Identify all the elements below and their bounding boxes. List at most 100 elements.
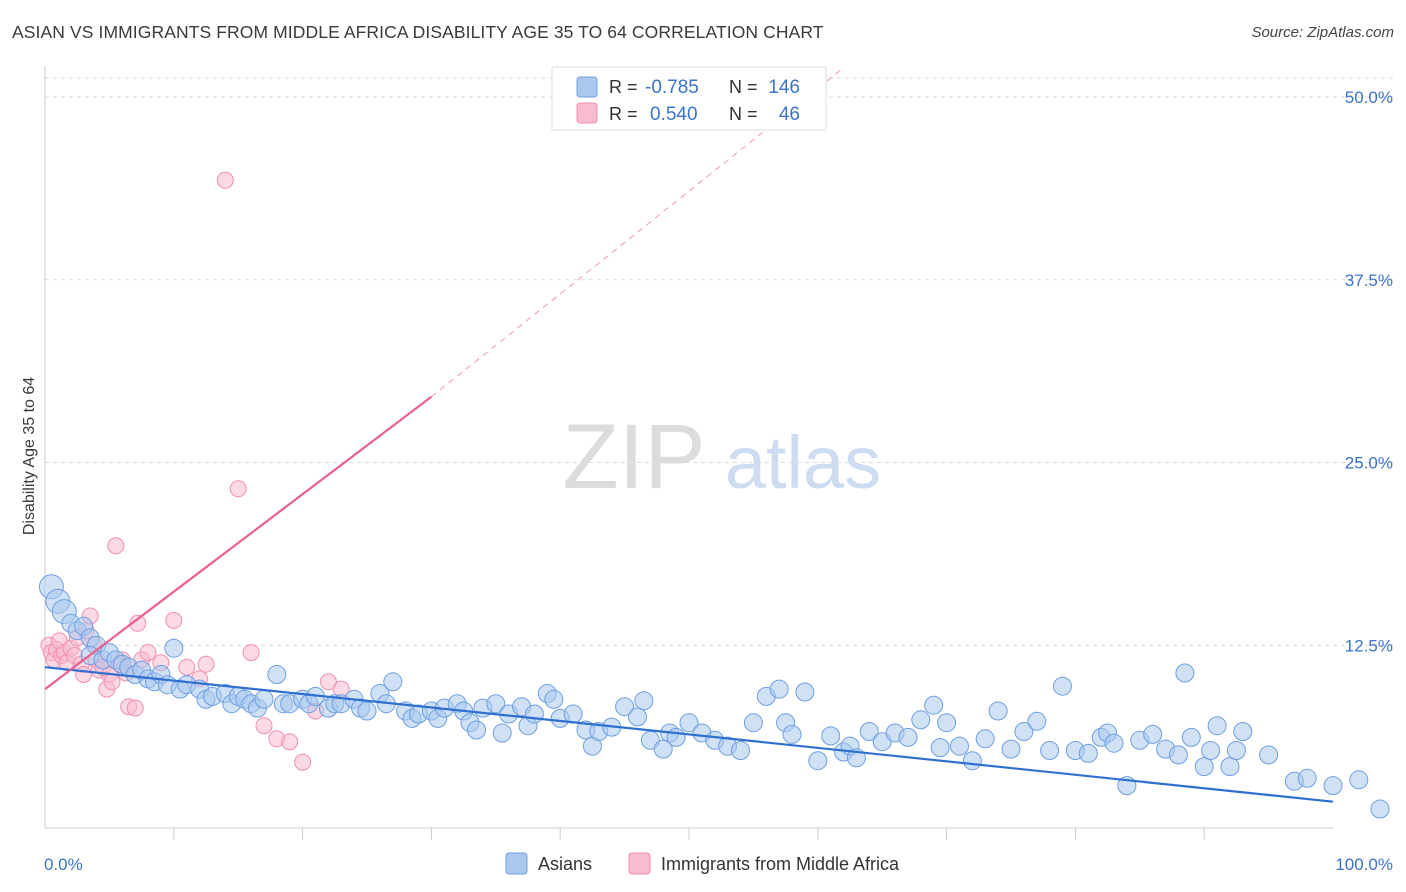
- stats-n-label-asians: N =: [729, 77, 758, 97]
- stats-r-label-asians: R =: [609, 77, 638, 97]
- legend-swatch-immigrants: [628, 852, 651, 875]
- asian-point: [1027, 711, 1047, 731]
- stats-swatch-asians: [576, 76, 598, 98]
- asian-point: [930, 738, 950, 758]
- immigrant-point: [178, 658, 196, 676]
- immigrant-point: [281, 733, 299, 751]
- asian-point: [782, 724, 802, 744]
- immigrant-point: [126, 699, 144, 717]
- asian-point: [1226, 741, 1246, 760]
- asian-point: [486, 694, 506, 714]
- asian-point: [1233, 722, 1253, 741]
- watermark-atlas: atlas: [725, 421, 881, 504]
- asian-point: [1370, 799, 1390, 819]
- asian-point: [634, 691, 654, 711]
- y-tick-labels: 12.5% 25.0% 37.5% 50.0%: [1345, 88, 1393, 655]
- asian-point: [898, 727, 918, 747]
- asian-point: [795, 682, 815, 702]
- asian-point: [164, 638, 184, 658]
- stats-r-value-asians: -0.785: [645, 77, 699, 98]
- immigrant-point: [139, 644, 157, 662]
- asian-point: [267, 665, 287, 684]
- asian-point: [1104, 733, 1124, 753]
- y-axis-label: Disability Age 35 to 64: [21, 377, 38, 535]
- asian-point: [1040, 741, 1060, 760]
- immigrant-trendline: [44, 395, 433, 690]
- asian-point: [1078, 743, 1098, 763]
- asian-point: [1220, 757, 1240, 777]
- asian-point: [859, 722, 879, 741]
- asian-point: [1323, 776, 1343, 796]
- immigrant-point: [129, 614, 147, 632]
- bottom-legend: Asians Immigrants from Middle Africa: [505, 852, 900, 875]
- y-tick-label: 37.5%: [1345, 271, 1393, 290]
- asian-point: [1175, 663, 1195, 683]
- immigrant-point: [294, 753, 312, 771]
- stats-legend: R = -0.785 N = 146 R = 0.540 N = 46: [551, 66, 827, 131]
- immigrant-point: [107, 537, 125, 555]
- stats-n-label-immigrants: N =: [729, 104, 758, 124]
- asian-point: [962, 751, 982, 771]
- legend-label-asians: Asians: [538, 854, 592, 874]
- watermark-zip: ZIP: [562, 406, 705, 508]
- asian-point: [615, 697, 635, 717]
- asian-point: [1181, 727, 1201, 747]
- y-tick-label: 12.5%: [1345, 636, 1393, 655]
- asian-point: [808, 751, 828, 771]
- asian-point: [544, 689, 564, 709]
- chart-title: ASIAN VS IMMIGRANTS FROM MIDDLE AFRICA D…: [12, 22, 824, 42]
- asian-point: [467, 720, 486, 740]
- immigrant-point: [165, 611, 183, 629]
- immigrant-point: [319, 673, 337, 691]
- asian-point: [666, 727, 686, 747]
- asian-point: [937, 713, 957, 733]
- asian-point: [1259, 745, 1279, 765]
- asian-point: [769, 679, 789, 699]
- stats-r-value-immigrants: 0.540: [650, 104, 698, 125]
- asian-point: [1201, 741, 1221, 760]
- legend-label-immigrants: Immigrants from Middle Africa: [661, 854, 900, 874]
- stats-n-value-immigrants: 46: [779, 104, 800, 125]
- immigrant-point: [216, 171, 234, 189]
- asian-point: [1053, 676, 1072, 696]
- asian-point: [1207, 716, 1227, 736]
- asian-point: [1349, 770, 1369, 790]
- immigrant-point: [255, 717, 273, 735]
- stats-n-value-asians: 146: [768, 77, 800, 98]
- source-label: Source: ZipAtlas.com: [1251, 24, 1394, 41]
- asian-point: [628, 707, 647, 727]
- asian-point: [988, 701, 1008, 721]
- asian-point: [1143, 724, 1163, 744]
- asian-point: [563, 704, 583, 724]
- immigrant-point: [242, 644, 260, 662]
- grid-layer: [45, 77, 1393, 646]
- asian-point: [1001, 739, 1021, 759]
- asian-point: [821, 726, 841, 746]
- asian-point: [743, 713, 763, 733]
- y-tick-label: 25.0%: [1345, 454, 1393, 473]
- asian-point: [1168, 745, 1188, 765]
- asian-point: [1297, 768, 1317, 788]
- immigrant-point: [229, 480, 247, 498]
- stats-legend-box: [551, 66, 827, 131]
- series-immigrants-points: [40, 171, 350, 771]
- asian-point: [911, 710, 931, 730]
- immigrant-point: [103, 673, 121, 691]
- asian-point: [731, 741, 750, 760]
- legend-swatch-asians: [505, 852, 528, 875]
- stats-swatch-immigrants: [576, 102, 598, 124]
- series-asians-points: [38, 574, 1390, 819]
- asian-trendline: [44, 666, 1334, 803]
- immigrant-point: [197, 655, 215, 673]
- asian-point: [357, 701, 377, 721]
- asian-point: [975, 729, 995, 749]
- x-tick-label-min: 0.0%: [44, 855, 83, 874]
- asian-point: [492, 723, 512, 743]
- asian-point: [1014, 722, 1034, 741]
- asian-point: [950, 736, 969, 756]
- asian-point: [679, 713, 699, 733]
- asian-point: [1194, 757, 1214, 777]
- immigrant-point: [75, 666, 93, 683]
